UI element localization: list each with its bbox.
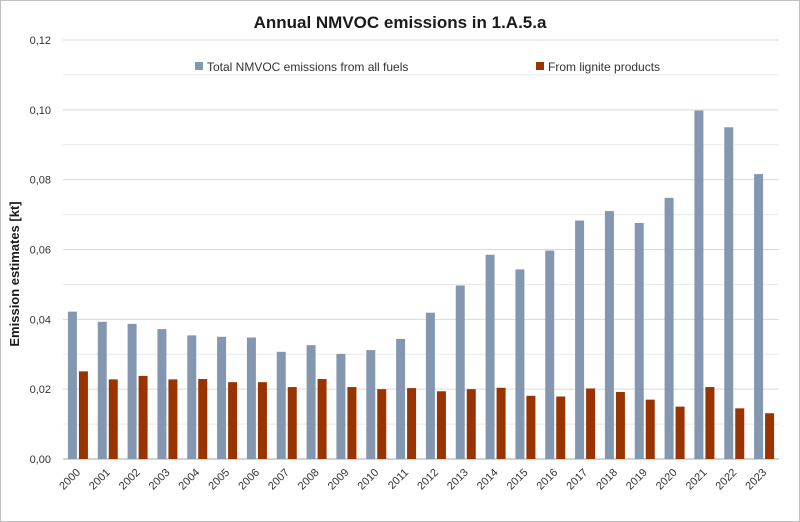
- x-tick-label: 2010: [356, 467, 382, 493]
- bar-total: [97, 321, 107, 459]
- x-tick-label: 2004: [177, 467, 203, 493]
- bar-total: [425, 312, 435, 459]
- x-tick-label: 2000: [57, 467, 83, 493]
- bar-total: [366, 350, 376, 459]
- bar-lignite: [615, 391, 625, 459]
- legend-swatch-lignite: [536, 62, 544, 70]
- x-tick-label: 2023: [743, 467, 769, 493]
- bar-total: [485, 254, 495, 459]
- x-tick-label: 2011: [386, 467, 411, 492]
- x-tick-label: 2009: [326, 467, 352, 493]
- x-tick-label: 2015: [505, 467, 531, 493]
- legend-swatch-total: [195, 62, 203, 70]
- x-tick-label: 2013: [445, 467, 471, 493]
- x-tick-label: 2017: [564, 467, 590, 493]
- bar-total: [157, 329, 167, 459]
- bar-lignite: [556, 396, 566, 459]
- bar-lignite: [526, 395, 536, 459]
- y-tick-label: 0,08: [30, 175, 51, 187]
- x-tick-label: 2021: [684, 467, 710, 493]
- bar-total: [604, 211, 614, 459]
- x-tick-label: 2014: [475, 467, 501, 493]
- bar-total: [306, 345, 316, 459]
- bar-lignite: [168, 379, 178, 459]
- gridlines: [63, 39, 779, 460]
- x-tick-label: 2007: [266, 467, 292, 493]
- bar-lignite: [228, 382, 238, 459]
- bar-total: [67, 311, 77, 459]
- x-tick-label: 2003: [147, 467, 173, 493]
- y-tick-label: 0,10: [30, 105, 51, 117]
- x-tick-label: 2005: [206, 467, 232, 493]
- bar-lignite: [496, 387, 506, 459]
- bar-lignite: [78, 371, 88, 459]
- bar-lignite: [287, 387, 297, 459]
- bar-total: [694, 110, 704, 459]
- bar-total: [664, 197, 674, 459]
- bars: [67, 110, 775, 460]
- bar-total: [246, 337, 256, 459]
- x-tick-label: 2022: [714, 467, 740, 493]
- bar-lignite: [586, 388, 596, 459]
- bar-total: [575, 220, 585, 459]
- x-tick-label: 2018: [594, 467, 620, 493]
- bar-total: [336, 353, 346, 459]
- bar-total: [217, 336, 227, 459]
- x-tick-label: 2008: [296, 467, 322, 493]
- bar-lignite: [108, 379, 118, 459]
- bar-lignite: [675, 406, 685, 459]
- bar-total: [127, 323, 137, 459]
- bar-lignite: [735, 408, 745, 459]
- bar-total: [276, 351, 286, 459]
- bar-lignite: [347, 387, 357, 459]
- bar-total: [515, 269, 525, 459]
- bar-total: [187, 335, 197, 459]
- chart-title: Annual NMVOC emissions in 1.A.5.a: [254, 13, 547, 32]
- y-tick-label: 0,02: [30, 384, 51, 396]
- bar-lignite: [765, 413, 775, 459]
- bar-total: [455, 285, 465, 459]
- x-tick-label: 2002: [117, 467, 143, 493]
- bar-total: [634, 222, 644, 459]
- x-tick-label: 2019: [624, 467, 650, 493]
- bar-lignite: [257, 382, 267, 459]
- x-tick-label: 2006: [236, 467, 262, 493]
- legend-label-lignite: From lignite products: [548, 60, 660, 74]
- y-tick-label: 0,12: [30, 35, 51, 47]
- y-tick-label: 0,00: [30, 454, 51, 466]
- y-tick-label: 0,06: [30, 245, 51, 257]
- bar-lignite: [645, 399, 655, 459]
- bar-total: [724, 127, 734, 460]
- bar-lignite: [705, 387, 715, 459]
- y-axis-label: Emission estimates [kt]: [7, 201, 22, 346]
- bar-lignite: [466, 389, 476, 459]
- bar-lignite: [138, 375, 148, 459]
- bar-total: [754, 174, 764, 459]
- legend-label-total: Total NMVOC emissions from all fuels: [207, 60, 408, 74]
- x-tick-label: 2001: [87, 467, 113, 493]
- legend: Total NMVOC emissions from all fuels Fro…: [195, 60, 660, 74]
- bar-lignite: [436, 391, 446, 459]
- y-tick-label: 0,04: [30, 314, 51, 326]
- bar-lignite: [198, 379, 208, 459]
- bar-lignite: [407, 388, 417, 459]
- x-tick-label: 2016: [535, 467, 561, 493]
- x-tick-label: 2020: [654, 467, 680, 493]
- bar-lignite: [317, 379, 327, 459]
- x-tick-label: 2012: [415, 467, 441, 493]
- bar-total: [396, 338, 406, 459]
- bar-total: [545, 250, 555, 459]
- bar-lignite: [377, 389, 387, 459]
